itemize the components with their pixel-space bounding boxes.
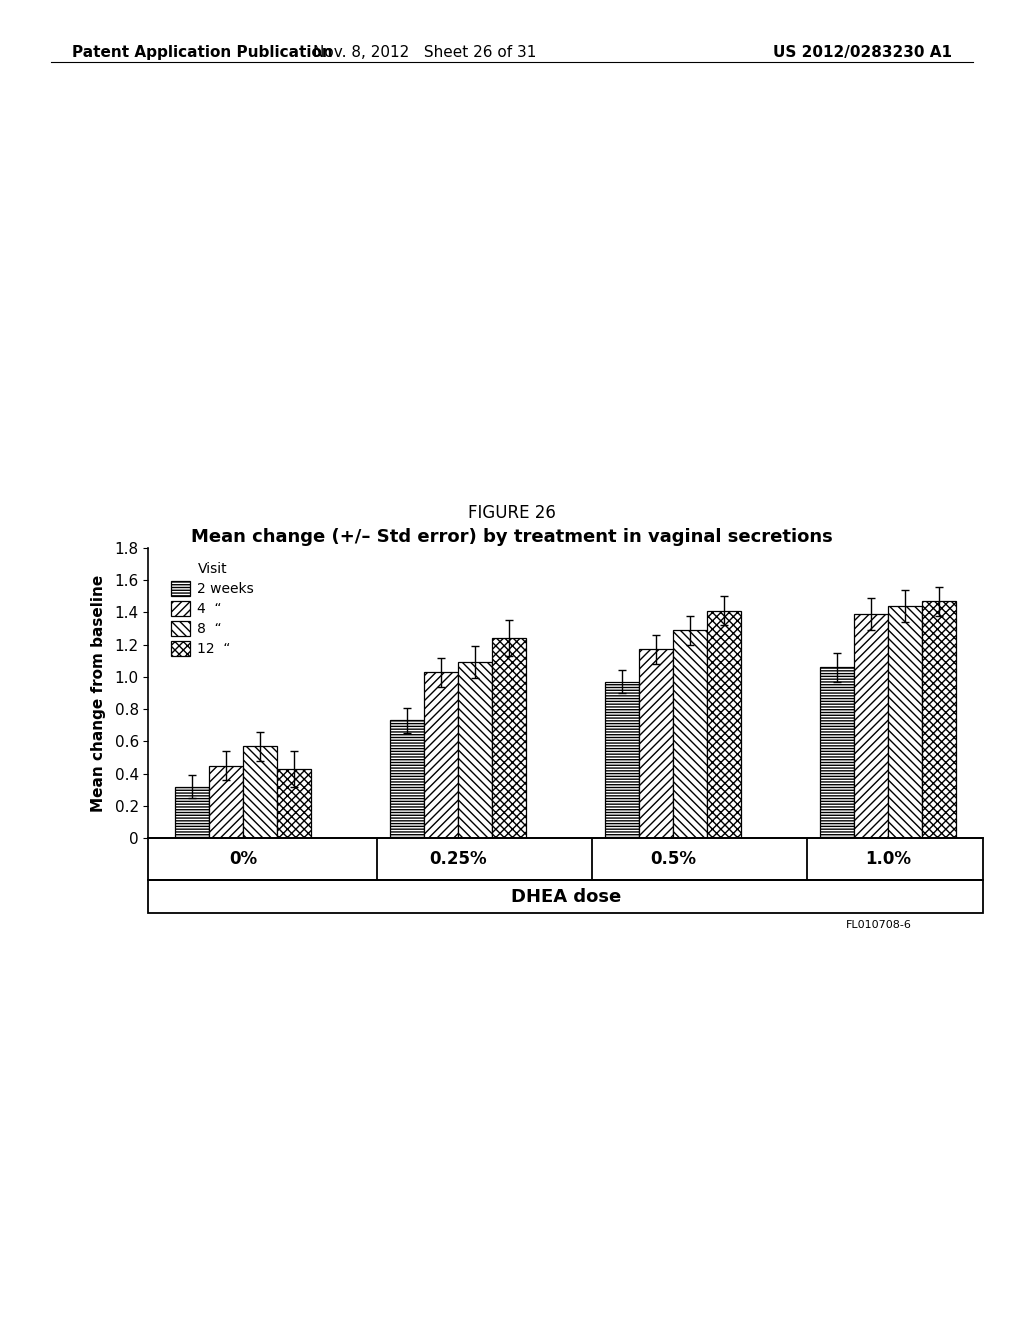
Text: Patent Application Publication: Patent Application Publication bbox=[72, 45, 333, 59]
Legend: 2 weeks, 4  “, 8  “, 12  “: 2 weeks, 4 “, 8 “, 12 “ bbox=[164, 554, 261, 663]
Text: FL010708-6: FL010708-6 bbox=[846, 920, 911, 931]
Text: 0%: 0% bbox=[229, 850, 257, 869]
Bar bbox=[820, 667, 854, 838]
Bar bbox=[459, 663, 493, 838]
Y-axis label: Mean change from baseline: Mean change from baseline bbox=[91, 574, 106, 812]
Bar bbox=[244, 746, 278, 838]
Text: FIGURE 26: FIGURE 26 bbox=[468, 504, 556, 523]
Bar bbox=[673, 630, 708, 838]
Text: US 2012/0283230 A1: US 2012/0283230 A1 bbox=[773, 45, 952, 59]
Bar bbox=[639, 649, 673, 838]
Text: 1.0%: 1.0% bbox=[865, 850, 911, 869]
Text: Nov. 8, 2012   Sheet 26 of 31: Nov. 8, 2012 Sheet 26 of 31 bbox=[313, 45, 537, 59]
Bar bbox=[493, 638, 526, 838]
Text: 0.25%: 0.25% bbox=[429, 850, 487, 869]
Bar bbox=[605, 681, 639, 838]
Text: DHEA dose: DHEA dose bbox=[511, 888, 621, 906]
Bar bbox=[708, 611, 741, 838]
Bar bbox=[888, 606, 923, 838]
Bar bbox=[390, 721, 424, 838]
Bar bbox=[854, 614, 888, 838]
Bar bbox=[175, 787, 209, 838]
Bar bbox=[424, 672, 459, 838]
Text: 0.5%: 0.5% bbox=[650, 850, 696, 869]
Text: Mean change (+/– Std error) by treatment in vaginal secretions: Mean change (+/– Std error) by treatment… bbox=[191, 528, 833, 546]
Bar bbox=[923, 601, 956, 838]
Bar bbox=[209, 766, 244, 838]
Bar bbox=[278, 768, 311, 838]
